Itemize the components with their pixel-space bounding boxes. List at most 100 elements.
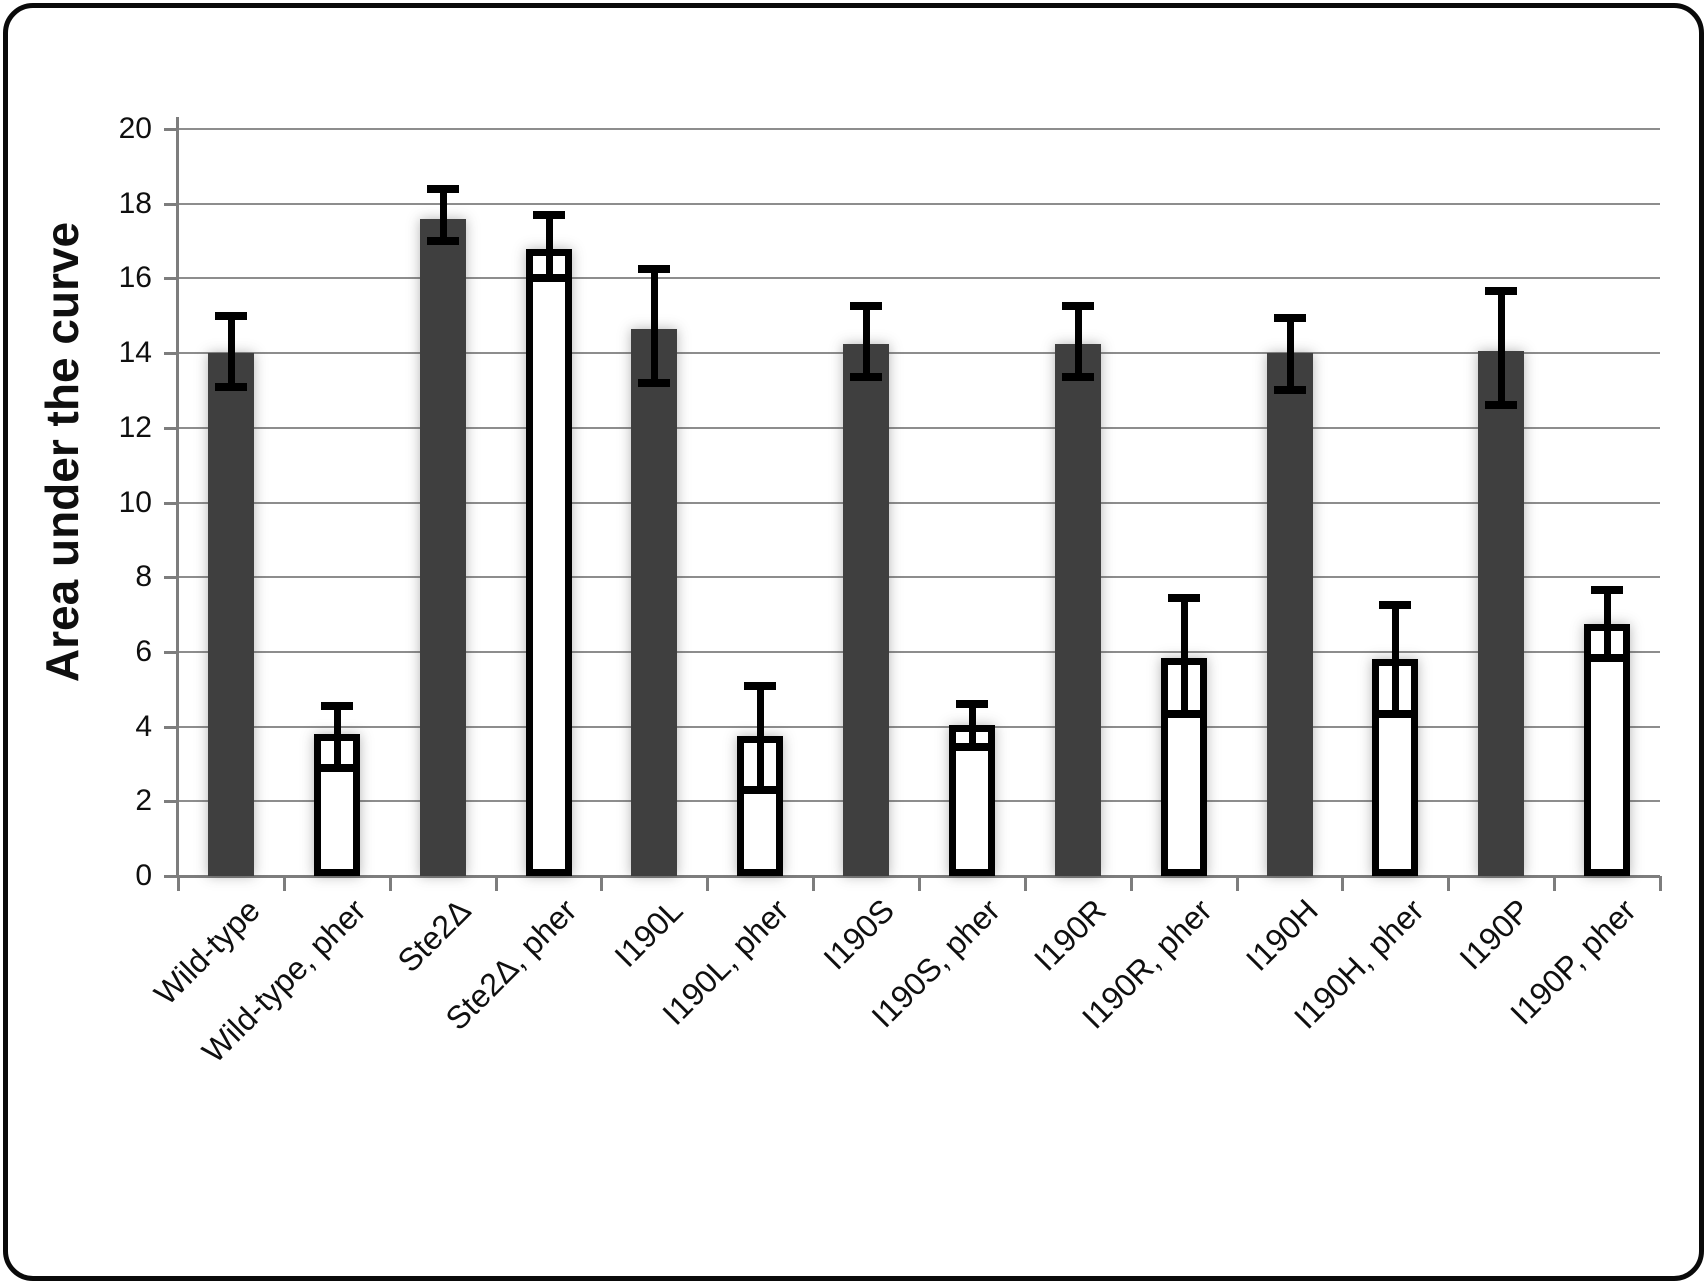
y-axis-tick xyxy=(164,352,178,356)
gridline xyxy=(178,800,1660,803)
y-tick-label: 14 xyxy=(118,336,152,370)
error-bar-cap-top xyxy=(1591,586,1624,595)
error-bar-line xyxy=(863,306,871,378)
error-bar-line xyxy=(1286,317,1294,391)
error-bar-cap-bottom xyxy=(1379,709,1412,718)
y-tick-label: 10 xyxy=(118,485,152,519)
error-bar-cap-bottom xyxy=(638,378,671,387)
y-tick-label: 8 xyxy=(135,560,152,594)
error-bar-cap-top xyxy=(320,702,353,711)
x-axis-tick xyxy=(1659,876,1662,891)
x-axis-tick xyxy=(177,876,180,891)
x-axis-tick xyxy=(1553,876,1557,891)
bar xyxy=(207,353,254,876)
y-axis-tick xyxy=(164,202,178,206)
y-axis-tick xyxy=(164,426,178,430)
error-bar-cap-top xyxy=(744,681,777,690)
error-bar-line xyxy=(1392,605,1400,714)
bar xyxy=(631,328,678,876)
x-tick-label: I190H xyxy=(1239,892,1325,978)
x-tick-label: Ste2Δ xyxy=(390,892,479,980)
x-axis-line xyxy=(164,875,1660,878)
gridline xyxy=(178,128,1660,130)
y-tick-label: 18 xyxy=(118,186,152,220)
error-bar-line xyxy=(968,704,976,748)
error-bar-cap-top xyxy=(955,700,988,709)
bar xyxy=(1266,353,1313,876)
x-axis-tick xyxy=(706,876,710,891)
error-bar-cap-top xyxy=(532,210,565,219)
error-bar-line xyxy=(1498,291,1506,406)
x-axis-tick xyxy=(812,876,816,891)
x-axis-tick xyxy=(282,876,286,891)
x-tick-label: I190R xyxy=(1027,892,1114,978)
x-axis-tick xyxy=(1023,876,1027,891)
error-bar-cap-top xyxy=(214,311,247,320)
y-tick-label: 4 xyxy=(135,709,152,743)
error-bar-cap-bottom xyxy=(426,237,459,246)
bar xyxy=(843,343,890,876)
y-tick-label: 2 xyxy=(135,784,152,818)
error-bar-line xyxy=(1180,597,1188,714)
gridline xyxy=(178,426,1660,429)
x-axis-tick xyxy=(388,876,392,891)
bar xyxy=(419,218,466,876)
gridline xyxy=(178,202,1660,205)
y-axis-tick xyxy=(164,875,178,878)
error-bar-cap-top xyxy=(1273,313,1306,322)
error-bar-cap-bottom xyxy=(1167,709,1200,718)
error-bar-cap-bottom xyxy=(1061,373,1094,382)
gridline xyxy=(178,277,1660,280)
gridline xyxy=(178,352,1660,355)
error-bar-cap-bottom xyxy=(214,382,247,391)
y-axis-tick xyxy=(164,128,178,131)
error-bar-cap-bottom xyxy=(850,373,883,382)
error-bar-cap-top xyxy=(1061,302,1094,311)
bar xyxy=(1478,351,1525,876)
gridline xyxy=(178,725,1660,728)
bar xyxy=(313,734,360,876)
error-bar-cap-top xyxy=(1485,287,1518,296)
error-bar-cap-bottom xyxy=(532,274,565,283)
y-axis-line xyxy=(176,117,179,878)
gridline xyxy=(178,501,1660,504)
bar xyxy=(525,248,572,876)
x-tick-label: I190L xyxy=(607,892,690,975)
x-axis-tick xyxy=(1129,876,1133,891)
y-tick-label: 6 xyxy=(135,634,152,668)
error-bar-cap-top xyxy=(638,265,671,274)
error-bar-line xyxy=(1604,590,1612,658)
y-tick-label: 12 xyxy=(118,410,152,444)
y-tick-label: 20 xyxy=(118,112,152,145)
error-bar-cap-top xyxy=(850,302,883,311)
error-bar-cap-bottom xyxy=(1485,401,1518,410)
error-bar-cap-bottom xyxy=(955,743,988,752)
error-bar-line xyxy=(333,706,341,768)
error-bar-cap-bottom xyxy=(744,786,777,795)
y-axis-tick xyxy=(164,501,178,505)
error-bar-line xyxy=(545,214,553,279)
bar xyxy=(1054,343,1101,876)
error-bar-line xyxy=(227,315,235,387)
error-bar-line xyxy=(1074,306,1082,378)
error-bar-cap-top xyxy=(426,184,459,193)
y-axis-tick xyxy=(164,800,178,804)
error-bar-cap-bottom xyxy=(320,763,353,772)
x-axis-tick xyxy=(1235,876,1239,891)
y-axis-tick xyxy=(164,725,178,729)
y-tick-label: 16 xyxy=(118,261,152,295)
error-bar-cap-bottom xyxy=(1273,386,1306,395)
error-bar-line xyxy=(439,188,447,242)
x-axis-tick xyxy=(1341,876,1345,891)
x-tick-label: I190P xyxy=(1452,892,1537,977)
error-bar-cap-top xyxy=(1379,601,1412,610)
x-axis-tick xyxy=(1447,876,1451,891)
x-axis-tick xyxy=(494,876,498,891)
y-axis-tick xyxy=(164,576,178,580)
x-tick-label: I190S xyxy=(816,892,902,977)
bar xyxy=(1584,623,1631,876)
x-axis-tick xyxy=(600,876,604,891)
x-axis-tick xyxy=(918,876,921,891)
error-bar-cap-top xyxy=(1167,593,1200,602)
